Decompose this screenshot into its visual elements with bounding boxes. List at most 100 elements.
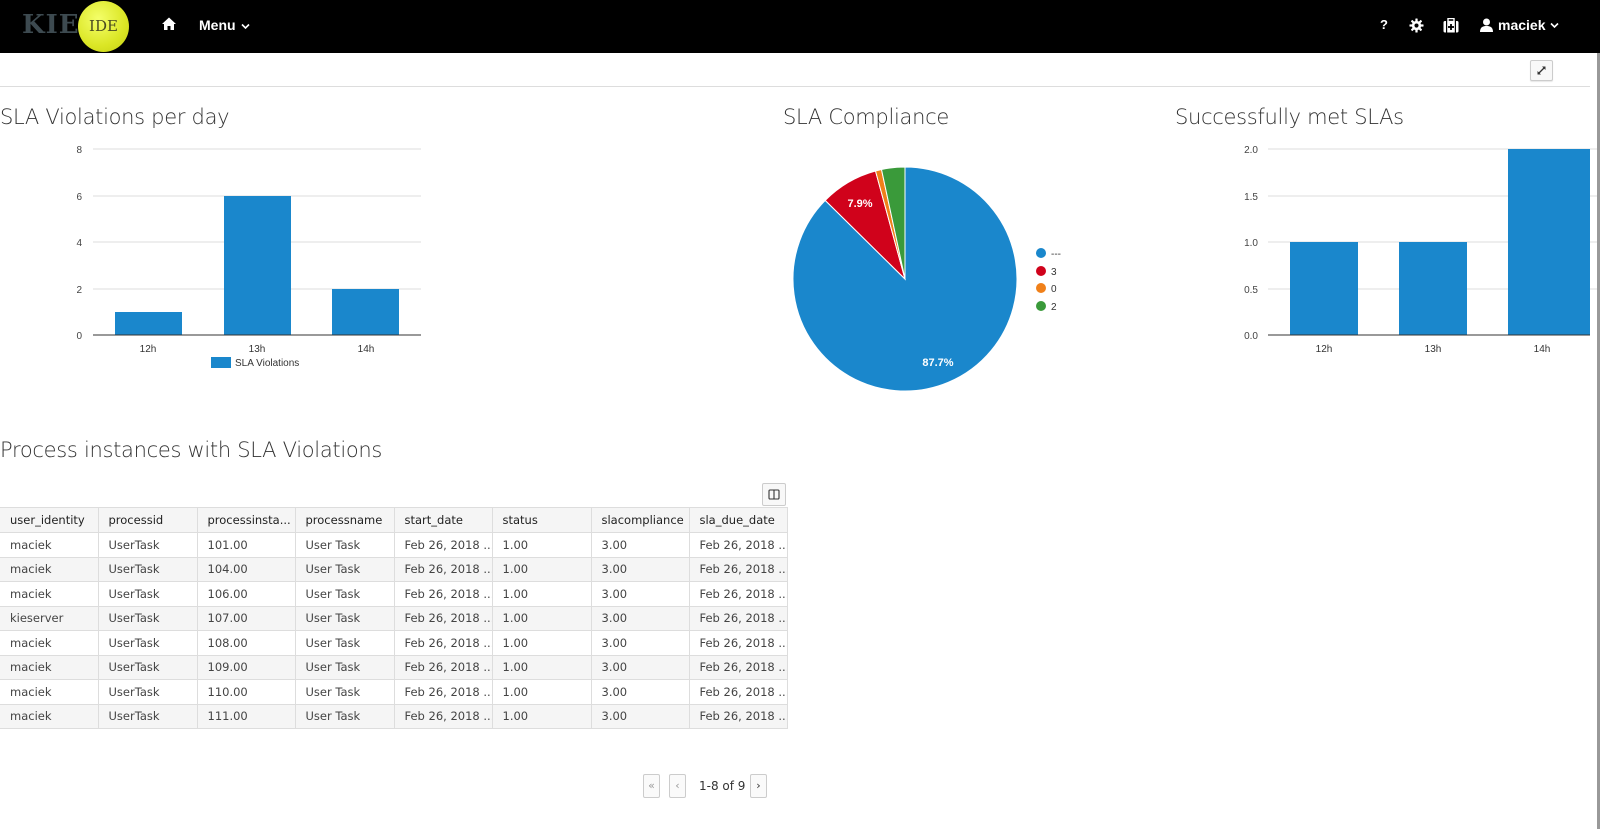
table-cell: UserTask	[98, 556, 198, 582]
first-page-button[interactable]: «	[643, 774, 660, 798]
vertical-scrollbar[interactable]	[1597, 53, 1600, 829]
table-cell: Feb 26, 2018 ...	[394, 703, 493, 729]
sla-violations-table: user_identity processid processinsta... …	[0, 507, 788, 729]
table-cell: 3.00	[591, 556, 690, 582]
table-row[interactable]: maciek UserTask 104.00 User Task Feb 26, 201…	[0, 556, 788, 582]
column-picker-button[interactable]	[762, 483, 786, 506]
met-sla-bar-chart: 2.0 1.5 1.0 0.5 0.0 12h 13h 14h	[1180, 140, 1600, 374]
column-header[interactable]: processid	[98, 507, 198, 533]
table-cell: maciek	[0, 703, 99, 729]
table-cell: 107.00	[197, 605, 296, 631]
column-header[interactable]: sla_due_date	[689, 507, 788, 533]
table-cell: 104.00	[197, 556, 296, 582]
logo-ide: IDE	[78, 1, 129, 52]
table-header-row: user_identity processid processinsta... …	[0, 507, 788, 533]
table-cell: 1.00	[492, 581, 592, 607]
svg-text:0.5: 0.5	[1244, 285, 1258, 296]
violations-chart-title: SLA Violations per day	[0, 105, 230, 129]
table-row[interactable]: maciek UserTask 109.00 User Task Feb 26, 201…	[0, 654, 788, 680]
page-range-label: 1-8 of 9	[699, 779, 746, 793]
next-page-button[interactable]: ›	[750, 774, 767, 798]
y-axis-ticks: 2.0 1.5 1.0 0.5 0.0	[1244, 145, 1258, 342]
table-cell: 110.00	[197, 679, 296, 705]
table-cell: User Task	[295, 630, 395, 656]
table-cell: 1.00	[492, 703, 592, 729]
table-cell: Feb 26, 2018 ...	[689, 581, 788, 607]
table-cell: UserTask	[98, 654, 198, 680]
table-cell: User Task	[295, 605, 395, 631]
table-cell: User Task	[295, 703, 395, 729]
table-cell: maciek	[0, 654, 99, 680]
svg-text:3: 3	[1051, 267, 1057, 278]
table-row[interactable]: maciek UserTask 110.00 User Task Feb 26, 201…	[0, 679, 788, 705]
settings-button[interactable]	[1409, 18, 1424, 37]
svg-text:12h: 12h	[1316, 344, 1333, 355]
menu-dropdown[interactable]: Menu	[199, 17, 251, 33]
bar-14h[interactable]	[332, 289, 399, 335]
svg-text:14h: 14h	[358, 344, 375, 355]
table-cell: maciek	[0, 532, 99, 558]
table-row[interactable]: kieserver UserTask 107.00 User Task Feb 26, …	[0, 605, 788, 631]
table-cell: 108.00	[197, 630, 296, 656]
table-cell: Feb 26, 2018 ...	[689, 630, 788, 656]
column-header[interactable]: processname	[295, 507, 395, 533]
table-cell: Feb 26, 2018 ...	[689, 532, 788, 558]
table-cell: 1.00	[492, 630, 592, 656]
table-cell: Feb 26, 2018 ...	[394, 556, 493, 582]
top-navbar: KIE IDE Menu ?	[0, 0, 1600, 53]
table-cell: 1.00	[492, 556, 592, 582]
gear-icon	[1409, 18, 1424, 33]
table-cell: UserTask	[98, 679, 198, 705]
table-cell: User Task	[295, 581, 395, 607]
table-cell: 111.00	[197, 703, 296, 729]
slice-2[interactable]	[880, 166, 906, 280]
columns-icon	[768, 489, 780, 500]
bar-13h[interactable]	[1399, 242, 1467, 335]
chevron-down-icon	[1550, 22, 1560, 28]
help-button[interactable]: ?	[1380, 17, 1388, 32]
svg-text:1.0: 1.0	[1244, 238, 1258, 249]
medkit-icon	[1443, 17, 1459, 33]
table-row[interactable]: maciek UserTask 106.00 User Task Feb 26, 201…	[0, 581, 788, 607]
maximize-button[interactable]	[1530, 60, 1553, 81]
user-icon	[1480, 18, 1493, 32]
table-cell: User Task	[295, 556, 395, 582]
perspective-toolbar	[0, 53, 1590, 87]
bar-14h[interactable]	[1508, 149, 1590, 335]
prev-page-button[interactable]: ‹	[669, 774, 686, 798]
table-cell: Feb 26, 2018 ...	[689, 703, 788, 729]
table-row[interactable]: maciek UserTask 111.00 User Task Feb 26, 201…	[0, 703, 788, 729]
help-icon: ?	[1380, 17, 1388, 32]
svg-text:2: 2	[1051, 302, 1057, 313]
table-cell: 1.00	[492, 654, 592, 680]
column-header[interactable]: status	[492, 507, 592, 533]
met-sla-chart-title: Successfully met SLAs	[1175, 105, 1404, 129]
column-header[interactable]: processinsta...	[197, 507, 296, 533]
svg-text:4: 4	[76, 238, 82, 249]
bar-13h[interactable]	[224, 196, 291, 335]
user-menu-dropdown[interactable]: maciek	[1480, 17, 1560, 33]
column-header[interactable]: user_identity	[0, 507, 99, 533]
table-cell: 106.00	[197, 581, 296, 607]
column-header[interactable]: slacompliance	[591, 507, 690, 533]
table-cell: 101.00	[197, 532, 296, 558]
table-cell: 3.00	[591, 630, 690, 656]
table-cell: kieserver	[0, 605, 99, 631]
table-cell: maciek	[0, 630, 99, 656]
table-row[interactable]: maciek UserTask 101.00 User Task Feb 26, 201…	[0, 532, 788, 558]
bar-12h[interactable]	[1290, 242, 1358, 335]
svg-text:SLA Violations: SLA Violations	[235, 358, 299, 369]
table-row[interactable]: maciek UserTask 108.00 User Task Feb 26, 201…	[0, 630, 788, 656]
bar-12h[interactable]	[115, 312, 182, 335]
sla-compliance-pie-chart: 7.9% 87.7% --- 3 0 2	[780, 150, 1100, 404]
table-cell: maciek	[0, 581, 99, 607]
table-cell: maciek	[0, 556, 99, 582]
apps-button[interactable]	[1443, 17, 1459, 37]
y-axis-ticks: 8 6 4 2 0	[76, 145, 82, 342]
column-header[interactable]: start_date	[394, 507, 493, 533]
svg-text:2.0: 2.0	[1244, 145, 1258, 156]
home-button[interactable]	[161, 16, 179, 34]
table-cell: 3.00	[591, 703, 690, 729]
svg-text:---: ---	[1051, 249, 1061, 260]
svg-text:0.0: 0.0	[1244, 331, 1258, 342]
